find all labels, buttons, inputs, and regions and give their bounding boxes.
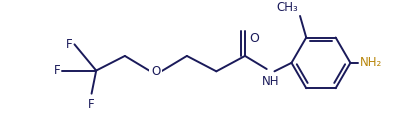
Text: CH₃: CH₃ [276, 1, 298, 14]
Text: F: F [54, 64, 61, 77]
Text: F: F [66, 38, 73, 51]
Text: O: O [248, 32, 258, 45]
Text: O: O [151, 65, 160, 78]
Text: NH: NH [261, 75, 279, 88]
Text: NH₂: NH₂ [359, 56, 381, 69]
Text: F: F [88, 98, 94, 111]
